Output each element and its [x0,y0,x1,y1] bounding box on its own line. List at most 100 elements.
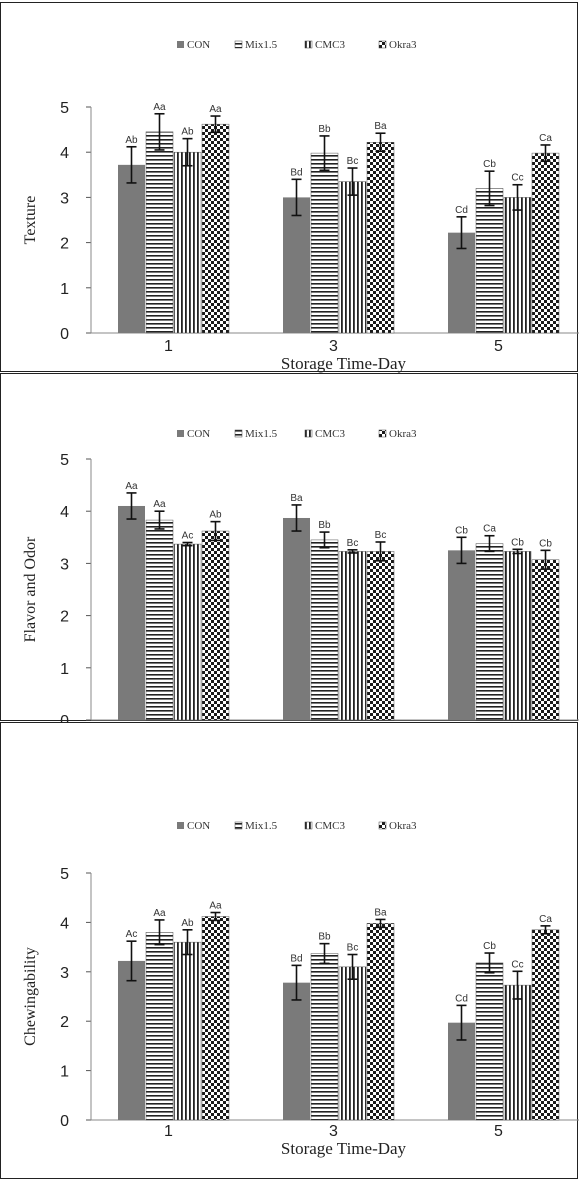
bar-okra3-day-3 [366,142,395,334]
bar-cmc3-day-1 [173,941,202,1121]
bar-cmc3-day-5 [503,984,532,1121]
x-tick-label: 1 [164,338,173,355]
legend-swatch-con [177,430,184,437]
significance-label: Bc [375,530,387,541]
significance-label: Cd [455,993,468,1004]
significance-label: Cb [455,525,468,536]
legend-label-mix1-5: Mix1.5 [245,39,278,51]
y-axis: 0 1 2 3 4 5 [60,100,579,343]
legend-swatch-okra3 [378,40,387,49]
legend-label-mix1-5: Mix1.5 [245,428,278,440]
bar-con-day-3 [283,197,310,333]
y-axis: 0 1 2 3 4 5 [60,452,579,722]
bar-mix1-5-day-5 [475,543,504,721]
bar-okra3-day-1 [201,123,230,334]
bar-cmc3-day-5 [503,551,532,721]
chewingability-chart-panel: CON Mix1.5 CMC3 Okra3 0 1 2 3 4 5 Chewingability Ac… [0,722,579,1179]
flavor-odor-chart-panel: CON Mix1.5 CMC3 Okra3 0 1 2 3 4 5 Flavor and Odor A… [0,373,579,722]
y-tick-label: 2 [60,236,69,253]
significance-label: Bc [347,943,359,954]
legend-label-okra3: Okra3 [389,428,417,440]
significance-label: Bd [290,953,302,964]
bar-mix1-5-day-1 [145,932,174,1121]
y-tick-label: 2 [60,1014,69,1031]
significance-label: Bb [318,520,331,531]
significance-label: Ba [374,907,387,918]
y-axis-label: Flavor and Odor [22,536,39,642]
x-axis-label: Storage Time-Day [281,1139,407,1158]
chewingability-chart: CON Mix1.5 CMC3 Okra3 0 1 2 3 4 5 Chewingability Ac… [22,820,579,1158]
y-tick-label: 1 [60,281,69,298]
significance-label: Ac [182,531,194,542]
legend-label-con: CON [187,820,210,832]
significance-label: Ab [209,510,222,521]
bar-mix1-5-day-3 [310,953,339,1121]
y-axis-label: Chewingability [22,947,39,1046]
y-tick-label: 1 [60,1064,69,1081]
significance-label: Bb [318,932,331,943]
y-tick-label: 4 [60,145,69,162]
x-tick-label: 5 [494,338,503,355]
x-tick-label: 5 [494,1123,503,1140]
significance-label: Aa [153,499,166,510]
significance-label: Ab [181,918,194,929]
legend-label-cmc3: CMC3 [315,820,345,832]
y-tick-label: 5 [60,866,69,883]
y-tick-label: 4 [60,915,69,932]
significance-label: Ba [374,121,387,132]
significance-label: Ca [483,524,496,535]
significance-label: Cb [511,537,524,548]
significance-label: Aa [153,908,166,919]
bar-okra3-day-3 [366,551,395,721]
legend-label-cmc3: CMC3 [315,428,345,440]
significance-label: Bc [347,156,359,167]
bar-con-day-5 [448,550,475,720]
bar-mix1-5-day-3 [310,152,339,334]
bar-cmc3-day-3 [338,966,367,1121]
bar-okra3-day-1 [201,530,230,721]
bar-cmc3-day-1 [173,543,202,721]
significance-label: Aa [125,481,138,492]
significance-label: Ac [126,929,138,940]
significance-label: Bd [290,167,302,178]
legend-swatch-con [177,41,184,48]
significance-label: Cc [511,959,523,970]
significance-label: Cb [483,941,496,952]
significance-label: Ca [539,914,552,925]
x-axis-label: Storage Time-Day [281,354,407,373]
legend-label-okra3: Okra3 [389,820,417,832]
significance-label: Ab [125,135,138,146]
legend-swatch-cmc3 [304,429,313,438]
legend-swatch-con [177,822,184,829]
bar-con-day-3 [283,982,310,1120]
y-axis: 0 1 2 3 4 5 [60,866,579,1130]
legend-swatch-cmc3 [304,40,313,49]
x-tick-label: 3 [329,338,338,355]
bar-con-day-3 [283,517,310,720]
bars: Ac Aa Ab Aa Bd Bb Bc Ba Cd Cb Cc Ca [118,901,560,1121]
y-axis-label: Texture [22,196,39,245]
bars: Ab Aa Ab Aa Bd Bb Bc Ba Cd Cb Cc Ca [118,102,560,334]
legend-swatch-mix1-5 [234,40,243,49]
legend: CON Mix1.5 CMC3 Okra3 [177,820,417,832]
bar-mix1-5-day-5 [475,962,504,1121]
legend-label-okra3: Okra3 [389,39,417,51]
legend-swatch-okra3 [378,429,387,438]
significance-label: Bc [347,538,359,549]
texture-chart: CON Mix1.5 CMC3 Okra3 0 1 2 3 4 5 Texture Ab Aa Ab Aa B… [22,39,579,373]
bar-con-day-5 [448,232,475,333]
bar-cmc3-day-3 [338,551,367,721]
significance-label: Bb [318,124,331,135]
legend-swatch-okra3 [378,821,387,830]
y-tick-label: 5 [60,452,69,469]
legend-label-con: CON [187,39,210,51]
y-tick-label: 0 [60,713,69,722]
texture-chart-panel: CON Mix1.5 CMC3 Okra3 0 1 2 3 4 5 Texture Ab Aa Ab Aa B… [0,2,579,373]
legend-label-cmc3: CMC3 [315,39,345,51]
significance-label: Cb [483,159,496,170]
legend-label-mix1-5: Mix1.5 [245,820,278,832]
significance-label: Cb [539,538,552,549]
legend-swatch-mix1-5 [234,821,243,830]
bar-con-day-1 [118,164,145,333]
y-tick-label: 3 [60,190,69,207]
